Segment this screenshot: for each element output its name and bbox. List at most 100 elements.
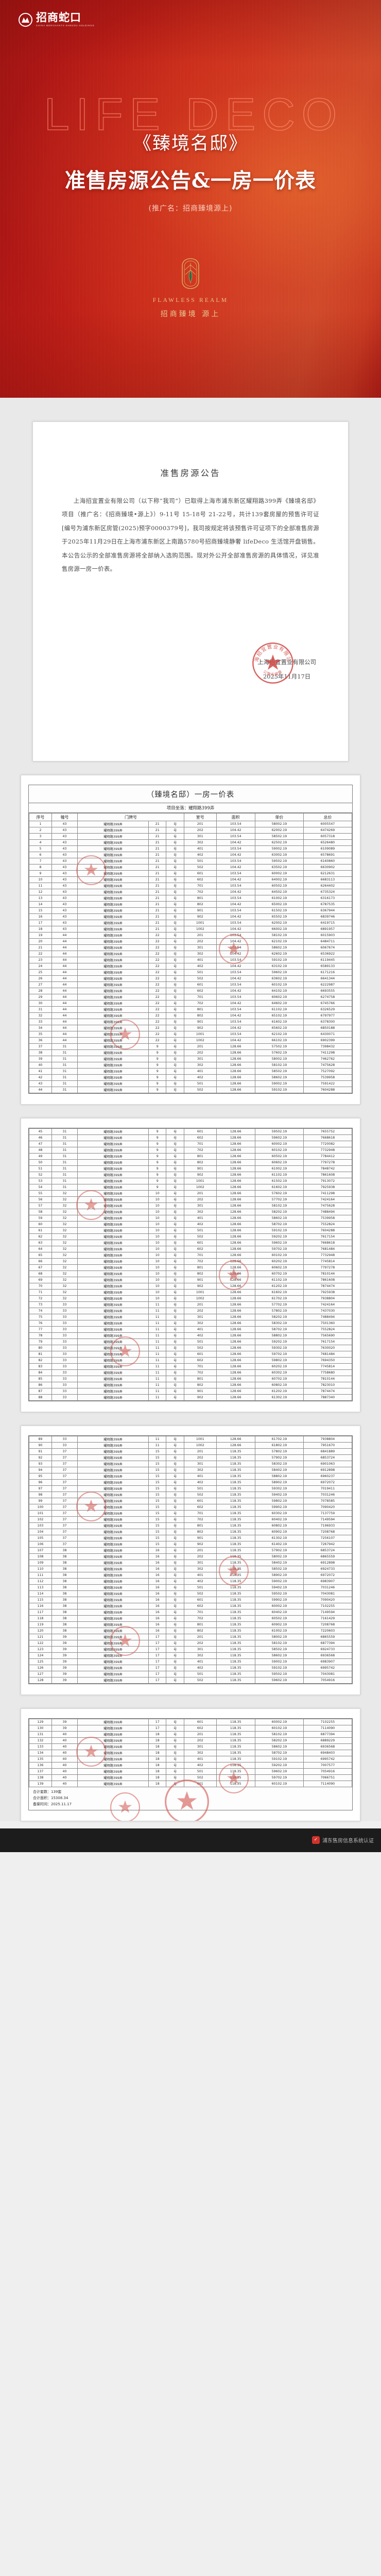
cell-room: 301 (183, 1646, 217, 1653)
cell-unit-price: 60702.19 (254, 1270, 304, 1277)
cell-unit-price: 60202.19 (254, 1258, 304, 1265)
cell-unit-price: 58102.19 (254, 1202, 304, 1209)
cell-number: 21 (148, 858, 167, 865)
cell-total-price: 6787535 (303, 901, 353, 908)
table-row: 104 37 耀翔路399弄 15 号 802 118.35 60902.19 7208768 (29, 1529, 353, 1535)
cell-number: 22 (148, 981, 167, 988)
cell-no: 21 (29, 944, 52, 951)
cell-total-price: 7462762 (303, 1056, 353, 1062)
table-row: 85 33 耀翔路399弄 11 号 801 128.66 60702.19 7810144 (29, 1376, 353, 1382)
cell-total-price: 6693555 (303, 988, 353, 994)
cell-total-price: 6683113 (303, 876, 353, 883)
cell-address: 耀翔路399弄 (77, 1498, 149, 1504)
cell-no: 9 (29, 870, 52, 877)
cell-total-price: 6891957 (303, 926, 353, 933)
cell-address: 耀翔路399弄 (77, 1141, 149, 1147)
cell-area: 103.54 (216, 821, 255, 827)
cell-room: 401 (183, 1756, 217, 1762)
cell-address: 耀翔路399弄 (77, 1025, 149, 1031)
cell-no: 79 (29, 1338, 52, 1345)
cell-hao: 号 (166, 1376, 184, 1382)
cell-number: 16 (148, 1584, 167, 1591)
table-row: 130 39 耀翔路399弄 17 号 602 118.35 60102.19 7114090 (29, 1725, 353, 1732)
cell-unit-price: 62102.19 (254, 938, 304, 945)
cell-room: 402 (183, 852, 217, 858)
cell-hao: 号 (166, 938, 184, 945)
cell-hao: 号 (166, 1640, 184, 1647)
cell-area: 128.66 (216, 1308, 255, 1314)
cell-unit-price: 60102.19 (254, 1252, 304, 1259)
hero-banner: 招商蛇口 CHINA MERCHANTS SHEKOU HOLDINGS LIF… (0, 0, 381, 398)
cell-area: 118.35 (216, 1504, 255, 1511)
cell-address: 耀翔路399弄 (77, 1731, 149, 1738)
cell-area: 118.35 (216, 1665, 255, 1671)
cell-area: 118.35 (216, 1731, 255, 1738)
cell-no: 133 (29, 1743, 52, 1750)
cell-number: 15 (148, 1492, 167, 1498)
cell-room: 901 (183, 1535, 217, 1541)
cell-hao: 号 (166, 1510, 184, 1517)
cell-hao: 号 (166, 963, 184, 970)
cell-number: 22 (148, 1031, 167, 1038)
cell-address: 耀翔路399弄 (77, 1628, 149, 1634)
cell-unit-price: 61302.19 (254, 1535, 304, 1541)
cell-address: 耀翔路399弄 (77, 1283, 149, 1290)
cell-unit-price: 59602.19 (254, 1677, 304, 1684)
cell-room: 201 (183, 1043, 217, 1050)
table-row: 71 32 耀翔路399弄 10 号 1001 128.66 61602.19 7925938 (29, 1289, 353, 1296)
cell-hao: 号 (166, 1572, 184, 1579)
cell-total-price: 7090420 (303, 1504, 353, 1511)
cell-hao: 号 (166, 1283, 184, 1290)
cell-hao: 号 (166, 870, 184, 877)
cell-number: 17 (148, 1725, 167, 1732)
table-row: 132 40 耀翔路399弄 18 号 202 118.35 58202.19 6889229 (29, 1737, 353, 1744)
cell-address: 耀翔路399弄 (77, 1535, 149, 1541)
column-header: 单价 (254, 813, 304, 821)
cell-number: 16 (148, 1578, 167, 1585)
cell-total-price: 6222987 (303, 981, 353, 988)
cell-building: 38 (51, 1547, 78, 1554)
cell-unit-price: 61002.19 (254, 1165, 304, 1172)
cell-building: 43 (51, 920, 78, 926)
cell-unit-price: 57902.19 (254, 1454, 304, 1461)
table-row: 125 39 耀翔路399弄 17 号 401 118.35 59002.19 6983907 (29, 1658, 353, 1665)
cell-area: 118.35 (216, 1448, 255, 1455)
cell-building: 37 (51, 1504, 78, 1511)
cell-total-price: 6474269 (303, 827, 353, 834)
cell-address: 耀翔路399弄 (77, 1221, 149, 1228)
cell-no: 120 (29, 1628, 52, 1634)
cell-total-price: 7019411 (303, 1485, 353, 1492)
cell-unit-price: 58402.19 (254, 1467, 304, 1473)
cell-no: 47 (29, 1141, 52, 1147)
cell-area: 118.35 (216, 1609, 255, 1616)
cell-total-price: 6983907 (303, 1658, 353, 1665)
cell-total-price: 7196933 (303, 1522, 353, 1529)
cell-total-price: 6630902 (303, 864, 353, 871)
cell-address: 耀翔路399弄 (77, 1295, 149, 1302)
cell-area: 128.66 (216, 1049, 255, 1056)
cell-unit-price: 58002.19 (254, 1056, 304, 1062)
table-row: 138 40 耀翔路399弄 18 号 502 118.35 59702.19 7066751 (29, 1774, 353, 1781)
table-row: 83 33 耀翔路399弄 11 号 701 128.66 60202.19 7745814 (29, 1363, 353, 1370)
cell-building: 38 (51, 1560, 78, 1566)
cell-address: 耀翔路399弄 (77, 1634, 149, 1640)
cell-total-price: 7475628 (303, 1062, 353, 1069)
cell-room: 301 (183, 1743, 217, 1750)
cell-building: 43 (51, 845, 78, 852)
cell-room: 402 (183, 1578, 217, 1585)
cell-total-price: 7797278 (303, 1264, 353, 1271)
cell-number: 15 (148, 1461, 167, 1467)
cell-total-price: 7848742 (303, 1165, 353, 1172)
cell-total-price: 7758680 (303, 1369, 353, 1376)
cell-no: 20 (29, 938, 52, 945)
cell-room: 902 (183, 1025, 217, 1031)
cell-total-price: 7861608 (303, 1277, 353, 1283)
cell-no: 96 (29, 1479, 52, 1486)
table-row: 139 40 耀翔路399弄 18 号 601 118.35 60102.19 7114090 (29, 1781, 353, 1787)
cell-total-price: 7810144 (303, 1376, 353, 1382)
cell-building: 39 (51, 1658, 78, 1665)
cell-no: 81 (29, 1351, 52, 1358)
table-row: 23 44 耀翔路399弄 22 号 401 103.54 59102.19 6119445 (29, 957, 353, 963)
cell-area: 103.54 (216, 981, 255, 988)
cell-building: 32 (51, 1202, 78, 1209)
